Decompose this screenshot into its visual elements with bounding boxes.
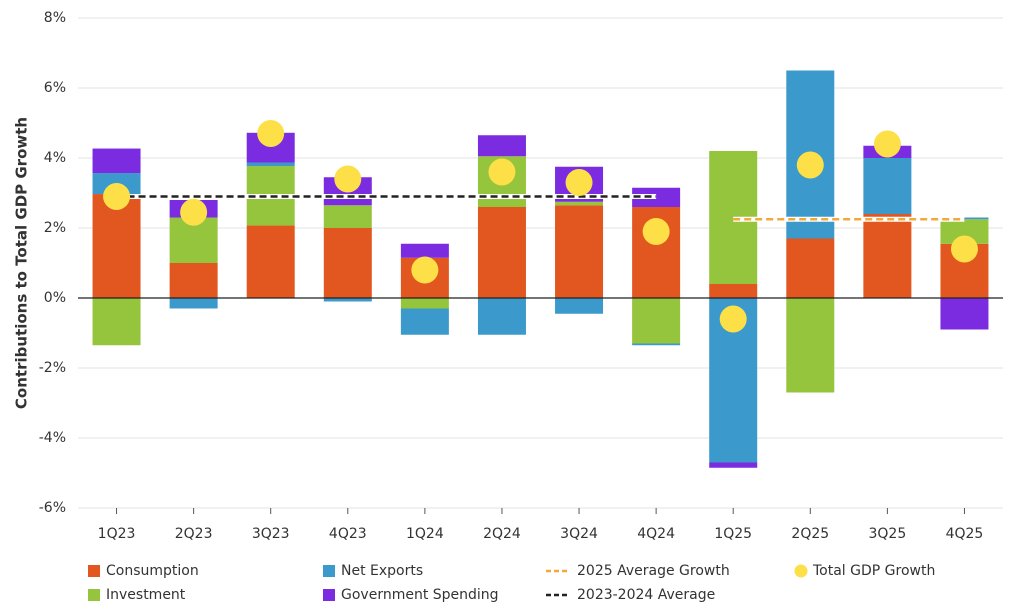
bar-segment [555,201,604,206]
legend-swatch [323,589,335,601]
bar-segment [555,298,604,314]
bar-segment [92,148,141,174]
x-tick-label: 2Q25 [791,526,829,542]
x-tick-label: 3Q25 [869,526,907,542]
legend-label: Investment [106,587,186,603]
x-tick-label: 1Q24 [406,526,444,542]
bar-segment [323,298,372,302]
legend-swatch [323,565,335,577]
y-tick-label: 0% [44,290,66,306]
bar-segment [863,158,912,214]
x-tick-label: 4Q24 [637,526,675,542]
legend-swatch [794,564,808,578]
gdp-dot [565,169,593,196]
y-tick-label: -4% [39,430,66,446]
x-tick-label: 1Q25 [714,526,752,542]
legend-label: 2023-2024 Average [577,587,715,603]
bar-segment [477,207,526,298]
x-tick-label: 2Q24 [483,526,521,542]
x-tick-label: 2Q23 [175,526,213,542]
bar-segment [632,343,681,346]
y-tick-label: -2% [39,360,66,376]
y-tick-label: 2% [44,220,66,236]
x-tick-label: 3Q23 [252,526,290,542]
gdp-dot [180,198,208,226]
bar-segment [169,298,218,309]
x-tick-label: 4Q23 [329,526,367,542]
x-tick-label: 4Q25 [946,526,984,542]
y-tick-label: 4% [44,150,66,166]
legend-label: Consumption [106,563,199,579]
bar-segment [246,162,295,167]
bar-segment [323,205,372,228]
legend-swatch [88,589,100,601]
gdp-dot [642,218,670,245]
bar-segment [246,225,295,298]
legend-label: Government Spending [341,587,499,603]
legend-label: Net Exports [341,563,423,579]
bar-segment [863,214,912,298]
gdp-dot [873,130,901,158]
y-tick-label: -6% [39,500,66,516]
bar-segment [92,194,141,298]
bar-segment [786,238,835,298]
y-tick-label: 8% [44,10,66,26]
y-tick-label: 6% [44,80,66,96]
bar-segment [709,462,758,468]
gdp-dot [950,235,978,263]
gdp-dot [719,305,747,333]
bar-segment [400,298,449,309]
bar-segment [169,263,218,298]
legend-label: Total GDP Growth [812,563,935,579]
gdp-dot [103,183,131,210]
bar-segment [323,228,372,298]
bar-segment [786,298,835,393]
gdp-dot [796,151,824,179]
bar-segment [477,135,526,157]
bar-segment [632,298,681,344]
gdp-dot [488,158,516,186]
bar-segment [400,308,449,335]
bar-segment [555,205,604,298]
y-axis-title: Contributions to Total GDP Growth [13,117,31,409]
bar-segment [709,284,758,298]
gdp-dot [334,165,362,193]
legend-swatch [88,565,100,577]
bar-segment [477,298,526,335]
legend-label: 2025 Average Growth [577,563,730,579]
gdp-dot [411,256,439,284]
bar-segment [400,243,449,258]
bar-segment [940,298,989,330]
gdp-dot [257,120,285,147]
bar-segment [92,298,141,346]
x-tick-label: 3Q24 [560,526,598,542]
x-tick-label: 1Q23 [98,526,136,542]
